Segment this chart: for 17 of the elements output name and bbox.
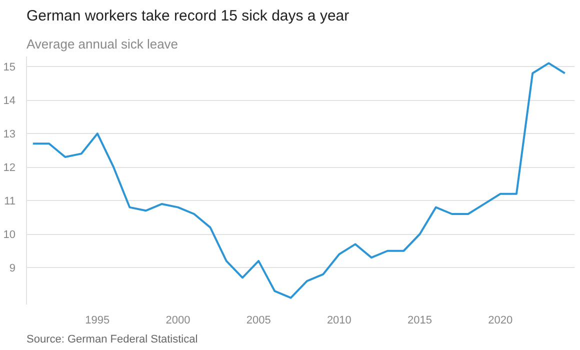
- y-tick-label: 9: [9, 262, 16, 275]
- y-tick-label: 11: [4, 196, 16, 208]
- x-tick-label: 2015: [408, 314, 432, 326]
- x-tick-label: 1995: [85, 314, 110, 326]
- y-tick-label: 10: [3, 229, 16, 242]
- y-tick-label: 15: [3, 62, 16, 74]
- line-series: [32, 62, 566, 299]
- y-tick-label: 14: [3, 95, 16, 108]
- chart-title: German workers take record 15 sick days a year: [26, 8, 350, 24]
- x-tick-label: 2000: [166, 314, 190, 326]
- x-tick-label: 2010: [326, 314, 352, 326]
- source-note: Source: German Federal Statistical: [26, 334, 198, 346]
- x-tick-label: 2005: [246, 314, 271, 326]
- y-tick-label: 12: [3, 162, 16, 174]
- x-tick-label: 2020: [488, 314, 513, 326]
- y-tick-label: 13: [3, 128, 16, 141]
- chart-subtitle: Average annual sick leave: [26, 36, 178, 52]
